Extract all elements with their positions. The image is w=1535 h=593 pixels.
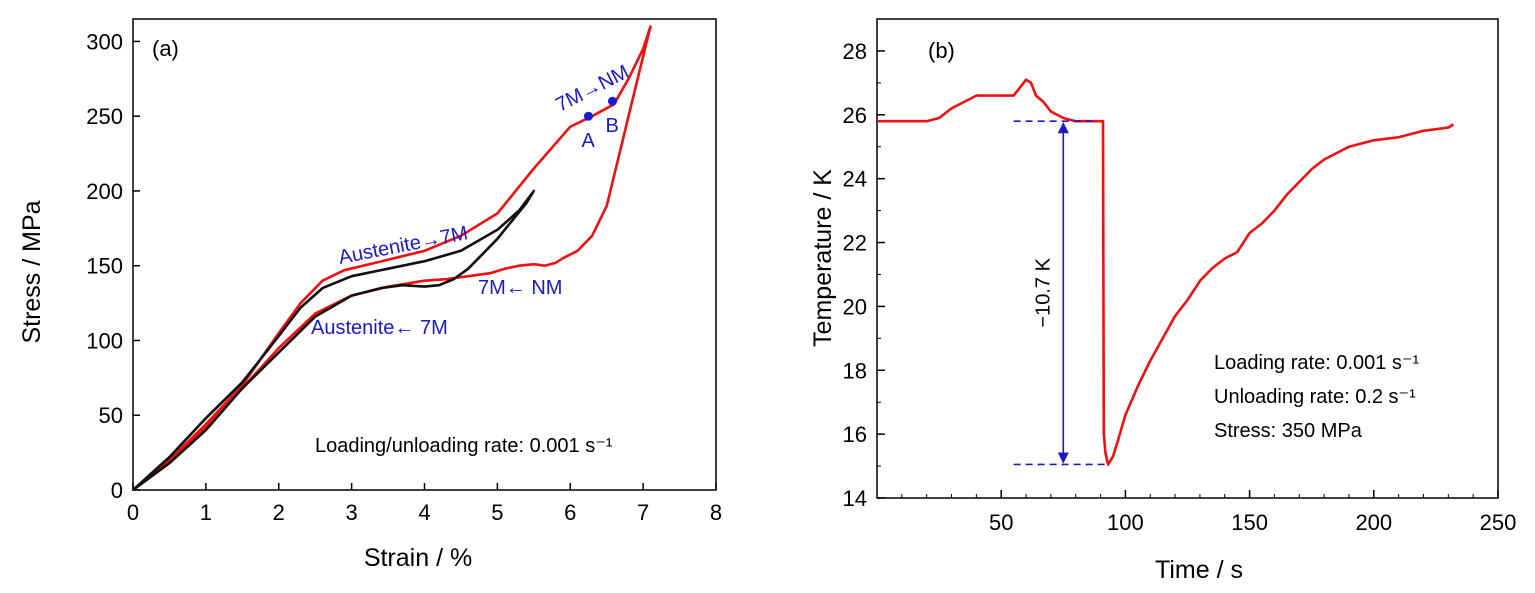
- chart-a-y-tick-label: 250: [86, 104, 123, 129]
- chart-a-point-label: A: [581, 130, 595, 152]
- chart-b-panel-label: (b): [928, 38, 955, 63]
- note-stress: Stress: 350 MPa: [1214, 420, 1363, 442]
- chart-a-x-tick-label: 8: [710, 500, 722, 525]
- chart-a-x-tick-label: 1: [200, 500, 212, 525]
- temperature-drop-marker: −10.7 K: [1013, 120, 1109, 466]
- chart-b-y-tick-label: 18: [843, 358, 867, 383]
- chart-a-x-tick-label: 4: [418, 500, 430, 525]
- temperature-curve: [877, 78, 1455, 466]
- chart-a-y-tick-label: 150: [86, 254, 123, 279]
- annotation-austenite-from-7m: Austenite← 7M: [311, 317, 448, 339]
- chart-a-y-tick-label: 50: [99, 403, 123, 428]
- chart-b-x-tick-label: 50: [989, 510, 1013, 535]
- chart-a-x-axis-title: Strain / %: [364, 544, 472, 572]
- chart-b-y-tick-label: 20: [843, 294, 867, 319]
- chart-b-y-tick-label: 14: [843, 486, 867, 511]
- chart-a-y-ticks: 0 50 100 150 200 250 300: [86, 29, 140, 503]
- chart-a-x-tick-label: 3: [346, 500, 358, 525]
- chart-a-y-tick-label: 200: [86, 179, 123, 204]
- chart-a-x-tick-label: 2: [273, 500, 285, 525]
- chart-a-y-axis-title: Stress / MPa: [18, 200, 46, 343]
- delta-temperature-label: −10.7 K: [1032, 257, 1054, 327]
- chart-b-y-tick-label: 22: [843, 231, 867, 256]
- chart-a-rate-note: Loading/unloading rate: 0.001 s⁻¹: [315, 435, 613, 457]
- chart-b-x-axis-title: Time / s: [1155, 556, 1243, 584]
- chart-a-points: AB: [581, 96, 619, 152]
- chart-b-x-ticks: 50 100 150 200 250: [901, 490, 1517, 535]
- chart-a-x-tick-label: 5: [491, 500, 503, 525]
- chart-a-x-tick-label: 7: [637, 500, 649, 525]
- note-loading-rate: Loading rate: 0.001 s⁻¹: [1214, 352, 1419, 374]
- chart-a-series: [132, 25, 652, 492]
- chart-a-x-tick-label: 0: [127, 500, 139, 525]
- chart-a-y-tick-label: 100: [86, 328, 123, 353]
- chart-a-point-b: [608, 96, 618, 106]
- black-stress-strain-loop: [132, 189, 536, 492]
- chart-a-point-a: [583, 111, 593, 121]
- chart-b-series: [877, 78, 1455, 466]
- annotation-7m-to-nm: 7M→NM: [552, 61, 632, 116]
- chart-a-panel-label: (a): [152, 36, 179, 61]
- chart-b-y-ticks: 14 16 18 20 22 24 26 28: [843, 39, 885, 511]
- chart-b-y-tick-label: 16: [843, 422, 867, 447]
- chart-a-x-tick-label: 6: [564, 500, 576, 525]
- chart-b-y-axis-title: Temperature / K: [809, 169, 837, 347]
- chart-b-y-tick-label: 24: [843, 167, 867, 192]
- chart-b-y-tick-label: 28: [843, 39, 867, 64]
- annotation-7m-from-nm: 7M← NM: [478, 277, 562, 299]
- chart-b-x-tick-label: 150: [1231, 510, 1268, 535]
- chart-a-x-ticks: 0 1 2 3 4 5 6 7 8: [127, 483, 722, 525]
- chart-b-x-tick-label: 250: [1480, 510, 1517, 535]
- stress-strain-chart: 0 1 2 3 4 5 6 7 8 0 50 100 150 200 250 300 AB (a) Stra…: [18, 18, 722, 572]
- chart-b-x-tick-label: 200: [1355, 510, 1392, 535]
- chart-a-frame: [132, 18, 717, 491]
- annotation-austenite-to-7m: Austenite→7M: [337, 222, 470, 269]
- chart-a-y-tick-label: 300: [86, 29, 123, 54]
- chart-b-frame: [876, 18, 1499, 499]
- chart-b-x-tick-label: 100: [1107, 510, 1144, 535]
- chart-a-y-tick-label: 0: [111, 478, 123, 503]
- chart-a-point-label: B: [606, 115, 619, 137]
- chart-b-y-tick-label: 26: [843, 103, 867, 128]
- note-unloading-rate: Unloading rate: 0.2 s⁻¹: [1214, 386, 1416, 408]
